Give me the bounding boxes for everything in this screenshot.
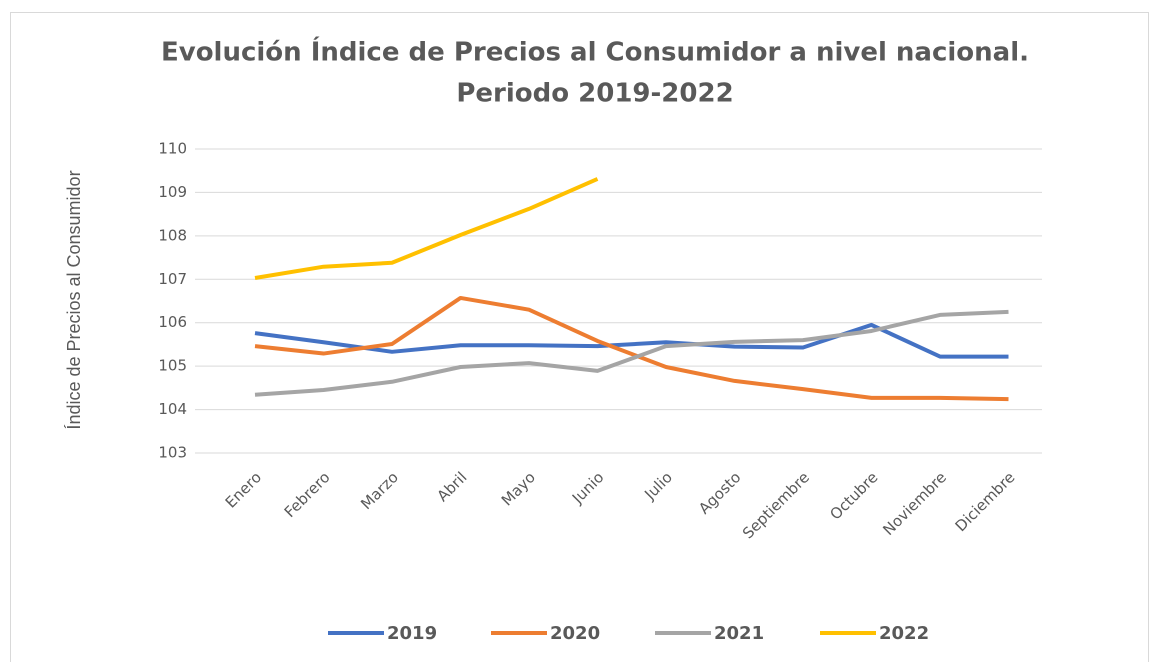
series-line [254, 177, 599, 280]
y-tick-label: 105 [158, 357, 187, 375]
chart-border [10, 12, 1149, 662]
legend-label: 2021 [714, 623, 764, 644]
chart-title: Periodo 2019-2022 [456, 79, 733, 109]
y-axis-title: Índice de Precios al Consumidor [64, 170, 84, 429]
series-line [254, 295, 1009, 402]
y-tick-label: 104 [158, 400, 187, 418]
y-tick-label: 108 [158, 226, 187, 244]
y-tick-label: 103 [158, 444, 187, 462]
chart-title: Evolución Índice de Precios al Consumido… [161, 36, 1029, 68]
y-tick-label: 106 [158, 313, 187, 331]
legend-label: 2022 [879, 623, 929, 644]
legend-label: 2019 [387, 623, 437, 644]
y-tick-label: 110 [158, 140, 187, 158]
series-line [254, 309, 1009, 397]
y-tick-label: 109 [158, 183, 187, 201]
y-tick-label: 107 [158, 270, 187, 288]
legend-label: 2020 [550, 623, 600, 644]
